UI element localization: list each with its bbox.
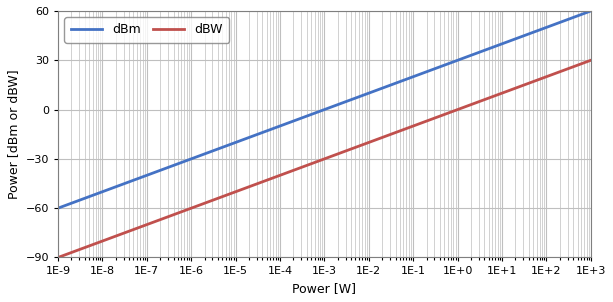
dBW: [270, 176, 277, 179]
dBm: [55, 206, 62, 210]
dBm: [470, 53, 477, 56]
dBW: [470, 102, 477, 105]
X-axis label: Power [W]: Power [W]: [292, 282, 356, 295]
Legend: dBm, dBW: dBm, dBW: [64, 17, 229, 43]
dBm: [270, 127, 277, 130]
dBm: [479, 49, 487, 53]
dBW: [289, 169, 297, 172]
dBm: [109, 186, 116, 190]
dBW: [55, 256, 62, 259]
dBm: [289, 120, 297, 123]
dBW: [109, 236, 116, 239]
dBm: [421, 71, 428, 75]
dBm: [587, 9, 595, 13]
dBW: [421, 120, 428, 124]
Y-axis label: Power [dBm or dBW]: Power [dBm or dBW]: [7, 69, 20, 199]
dBW: [587, 59, 595, 62]
dBW: [479, 98, 487, 102]
Line: dBW: dBW: [58, 60, 591, 258]
Line: dBm: dBm: [58, 11, 591, 208]
